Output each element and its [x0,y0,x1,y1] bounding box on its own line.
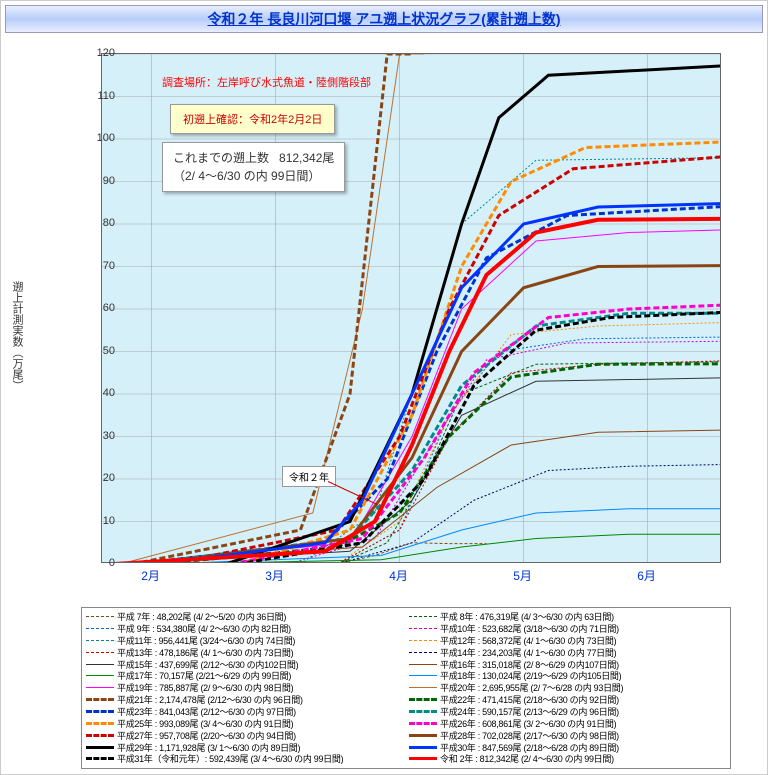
first-confirm-box: 初遡上確認：令和2年2月2日 [170,104,335,134]
legend-swatch [409,698,437,701]
legend-item: 平成 8年 : 476,319尾 (4/ 3～6/30 の内 63日間) [409,611,726,623]
x-tick-label: 6月 [627,567,667,584]
legend-item: 平成13年 : 478,186尾 (4/ 1～6/30 の内 73日間) [86,647,403,659]
legend-item: 平成15年 : 437,699尾 (2/12～6/30 の内102日間) [86,658,403,670]
chart-container: 令和２年 長良川河口堰 アユ遡上状況グラフ(累計遡上数) 遡上計測実数（万尾） … [0,0,768,775]
legend-swatch [409,734,437,737]
legend-swatch [86,675,114,676]
legend-swatch [86,616,114,617]
title-bar: 令和２年 長良川河口堰 アユ遡上状況グラフ(累計遡上数) [5,5,763,33]
legend-item: 平成21年 : 2,174,478尾 (2/12～6/30 の内 96日間) [86,694,403,706]
legend-swatch [409,710,437,713]
legend-item: 平成 7年 : 48,202尾 (4/ 2～5/20 の内 36日間) [86,611,403,623]
legend-swatch [86,652,114,653]
legend-item: 平成10年 : 523,682尾 (3/18～6/30 の内 71日間) [409,623,726,635]
y-axis-title: 遡上計測実数（万尾） [9,281,25,391]
legend-item: 平成24年 : 590,157尾 (2/13～6/29 の内 96日間) [409,706,726,718]
legend-swatch [86,734,114,737]
legend-swatch [409,687,437,688]
legend-item: 令和 2年 : 812,342尾 (2/ 4～6/30 の内 99日間) [409,753,726,765]
legend-item: 平成19年 : 785,887尾 (2/ 9～6/30 の内 98日間) [86,682,403,694]
y-tick-label: 0 [85,557,115,569]
y-tick-label: 60 [85,302,115,314]
legend-swatch [86,746,114,749]
callout-box: 令和２年 [282,466,336,487]
legend-item: 平成17年 : 70,157尾 (2/21～6/29 の内 99日間) [86,670,403,682]
chart-title: 令和２年 長良川河口堰 アユ遡上状況グラフ(累計遡上数) [207,9,560,29]
x-tick-label: 4月 [379,567,419,584]
y-tick-label: 40 [85,387,115,399]
legend-item: 平成27年 : 957,708尾 (2/20～6/30 の内 94日間) [86,729,403,741]
legend-item: 平成11年 : 956,441尾 (3/24～6/30 の内 74日間) [86,635,403,647]
legend-item: 平成14年 : 234,203尾 (4/ 1～6/30 の内 77日間) [409,647,726,659]
legend-item: 平成31年（令和元年）: 592,439尾 (3/ 4～6/30 の内 99日間… [86,753,403,765]
cumulative-period: （2/ 4～6/30 の内 99日間） [173,169,320,183]
y-tick-label: 20 [85,472,115,484]
legend-swatch [409,746,437,749]
legend-swatch [409,628,437,629]
survey-location-note: 調査場所：左岸呼び水式魚道・陸側階段部 [162,74,371,90]
legend-item: 平成23年 : 841,043尾 (2/12～6/30 の内 97日間) [86,706,403,718]
legend-item: 平成18年 : 130,024尾 (2/19～6/29 の内105日間) [409,670,726,682]
legend-swatch [409,640,437,641]
legend-swatch [86,722,114,725]
legend-swatch [86,628,114,629]
legend-swatch [409,664,437,665]
legend-swatch [86,664,114,665]
legend-swatch [409,616,437,617]
y-tick-label: 10 [85,515,115,527]
legend-item: 平成25年 : 993,089尾 (3/ 4～6/30 の内 91日間) [86,718,403,730]
x-tick-label: 3月 [255,567,295,584]
legend-swatch [409,757,437,760]
legend-swatch [86,640,114,641]
legend-label: 令和 2年 : 812,342尾 (2/ 4～6/30 の内 99日間) [440,752,614,765]
legend-item: 平成12年 : 568,372尾 (4/ 1～6/30 の内 73日間) [409,635,726,647]
legend-item: 平成22年 : 471,415尾 (2/18～6/30 の内 92日間) [409,694,726,706]
x-tick-label: 2月 [131,567,171,584]
legend-item: 平成30年 : 847,569尾 (2/18～6/28 の内 89日間) [409,741,726,753]
legend-item: 平成16年 : 315,018尾 (2/ 8～6/29 の内107日間) [409,658,726,670]
y-tick-label: 120 [85,47,115,59]
legend-item: 平成29年 : 1,171,928尾 (3/ 1～6/30 の内 89日間) [86,741,403,753]
y-tick-label: 70 [85,260,115,272]
legend-item: 平成20年 : 2,695,955尾 (2/ 7～6/28 の内 93日間) [409,682,726,694]
legend-item: 平成26年 : 608,861尾 (3/ 2～6/30 の内 91日間) [409,718,726,730]
legend-swatch [86,698,114,701]
legend-item: 平成 9年 : 534,380尾 (4/ 2～6/30 の内 82日間) [86,623,403,635]
legend-swatch [409,675,437,676]
legend-swatch [86,687,114,688]
legend-label: 平成31年（令和元年）: 592,439尾 (3/ 4～6/30 の内 99日間… [117,752,343,765]
y-tick-label: 90 [85,175,115,187]
plot-region: 調査場所：左岸呼び水式魚道・陸側階段部 初遡上確認：令和2年2月2日 これまでの… [101,53,721,563]
legend-item: 平成28年 : 702,028尾 (2/17～6/30 の内 98日間) [409,729,726,741]
legend-swatch [86,757,114,760]
cumulative-value: 812,342尾 [279,151,334,165]
y-tick-label: 100 [85,132,115,144]
y-tick-label: 30 [85,430,115,442]
chart-area: 遡上計測実数（万尾） 調査場所：左岸呼び水式魚道・陸側階段部 初遡上確認：令和2… [49,41,739,601]
y-tick-label: 110 [85,90,115,102]
y-tick-label: 50 [85,345,115,357]
x-tick-label: 5月 [503,567,543,584]
legend-swatch [409,652,437,653]
callout-line [328,481,378,505]
legend-swatch [409,722,437,725]
y-tick-label: 80 [85,217,115,229]
cumulative-label: これまでの遡上数 [173,151,269,165]
cumulative-box: これまでの遡上数 812,342尾 （2/ 4～6/30 の内 99日間） [162,142,345,192]
legend-swatch [86,710,114,713]
legend: 平成 7年 : 48,202尾 (4/ 2～5/20 の内 36日間) 平成 8年… [81,607,731,769]
